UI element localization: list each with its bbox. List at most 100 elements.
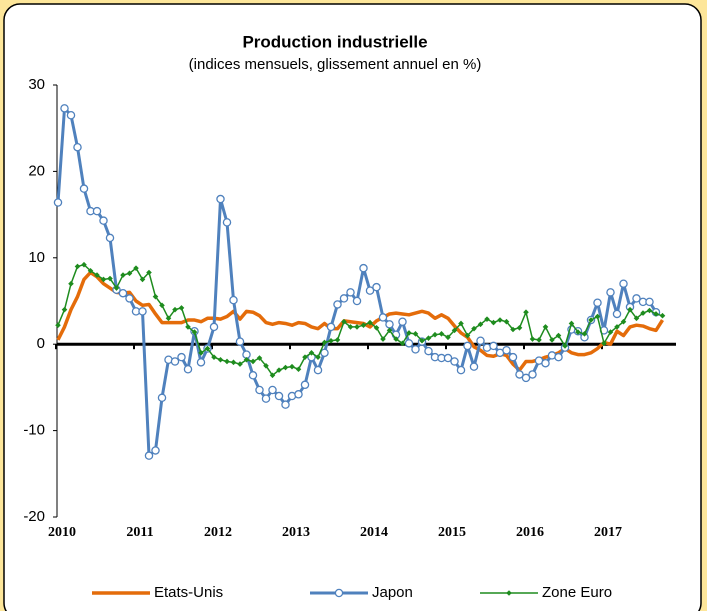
point [276, 367, 282, 373]
point [198, 350, 204, 356]
point [411, 345, 420, 354]
point [172, 306, 178, 313]
point [588, 317, 594, 323]
point [320, 348, 329, 358]
point [469, 362, 479, 371]
point [87, 267, 94, 274]
point [502, 345, 511, 355]
point [151, 446, 160, 455]
point [640, 310, 646, 316]
point [53, 198, 63, 207]
point [261, 394, 271, 403]
legend-label: Etats-Unis [154, 584, 223, 601]
point [81, 261, 87, 268]
point [178, 305, 185, 311]
legend-label: Zone Euro [542, 584, 612, 601]
point [133, 265, 139, 271]
point [269, 372, 276, 379]
point [581, 331, 588, 337]
point [516, 324, 523, 331]
point [341, 318, 347, 325]
point [113, 285, 120, 291]
point [79, 184, 89, 193]
point [554, 352, 563, 362]
point [263, 363, 269, 369]
y-tick-label: 30 [28, 76, 45, 93]
point [443, 353, 453, 363]
point [432, 331, 438, 338]
point [451, 327, 458, 334]
point [523, 309, 529, 316]
legend-label: Japon [372, 584, 413, 601]
point [92, 206, 102, 216]
point [619, 279, 628, 288]
point [633, 315, 640, 322]
point [476, 336, 485, 345]
point [352, 296, 362, 306]
point [120, 272, 126, 278]
series-line [57, 263, 663, 377]
point [107, 275, 113, 282]
point [268, 385, 277, 395]
point [508, 352, 518, 362]
point [606, 288, 615, 297]
point [159, 302, 165, 309]
point [386, 327, 393, 334]
point [235, 337, 245, 346]
point [541, 358, 550, 368]
x-tick-label: 2017 [594, 525, 622, 540]
y-tick-label: -20 [23, 508, 45, 525]
x-tick-label: 2012 [204, 525, 232, 540]
point [237, 361, 243, 367]
point [326, 322, 336, 332]
point [55, 322, 61, 328]
point [211, 354, 217, 360]
point [333, 300, 342, 309]
point [282, 364, 289, 371]
point [484, 316, 490, 322]
point [373, 324, 380, 331]
point [378, 313, 388, 322]
point [295, 366, 302, 373]
point [334, 337, 341, 343]
point [308, 350, 315, 356]
point [177, 352, 186, 362]
point [256, 355, 263, 361]
y-tick-label: 20 [28, 162, 45, 179]
point [450, 357, 459, 366]
point [255, 385, 264, 395]
point [503, 318, 510, 325]
point [302, 354, 308, 360]
point [612, 309, 622, 319]
point [170, 357, 180, 366]
point [463, 341, 472, 351]
point [100, 276, 107, 283]
point [313, 365, 323, 375]
point [529, 336, 536, 342]
point [216, 194, 225, 204]
point [594, 313, 601, 320]
point [359, 263, 368, 273]
point [438, 331, 445, 337]
point [354, 324, 360, 330]
point [406, 330, 412, 336]
point [185, 324, 191, 330]
point [399, 340, 406, 347]
point [68, 280, 74, 287]
point [229, 295, 238, 305]
point [157, 393, 167, 403]
x-tick-label: 2016 [516, 525, 544, 540]
y-tick-label: 10 [28, 249, 45, 266]
point [424, 346, 433, 356]
x-tick-label: 2010 [48, 525, 76, 540]
point [601, 340, 607, 347]
point [568, 320, 575, 327]
point [521, 373, 531, 383]
point [659, 312, 666, 319]
point [99, 216, 108, 225]
point [204, 345, 211, 352]
point [60, 104, 69, 113]
x-tick-label: 2011 [126, 525, 153, 540]
point [620, 318, 627, 325]
